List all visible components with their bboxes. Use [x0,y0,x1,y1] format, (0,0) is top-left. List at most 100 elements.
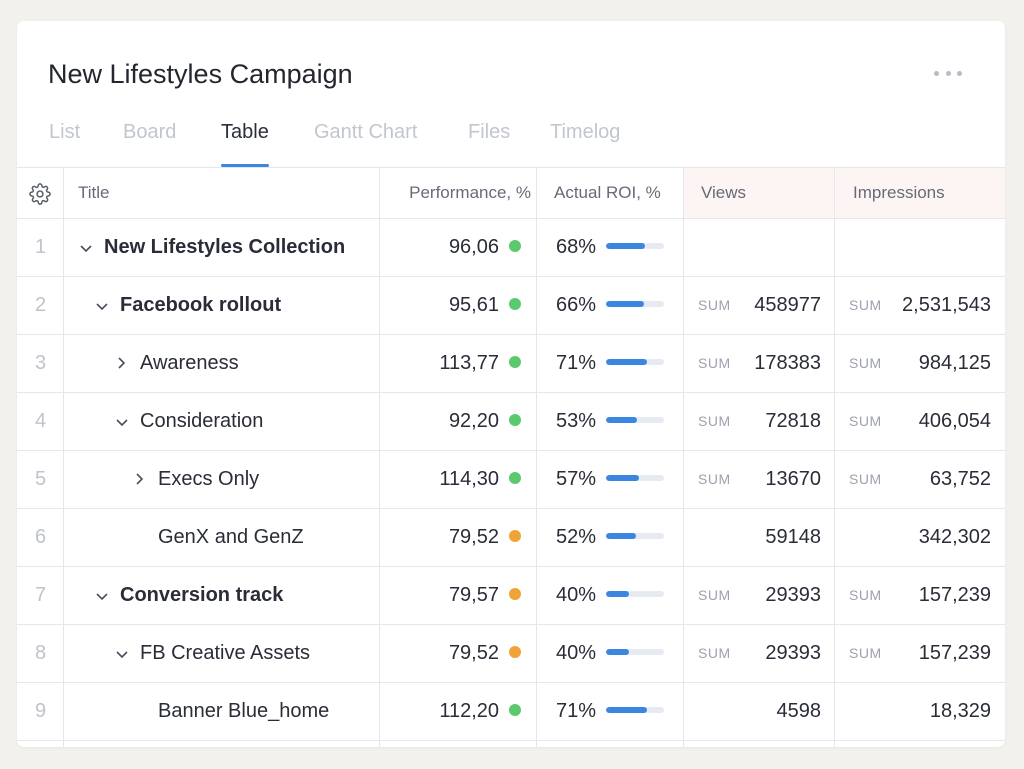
gear-icon[interactable] [29,183,51,205]
performance-value: 113,77 [439,352,499,374]
performance-cell[interactable]: 79,52 [380,509,537,567]
roi-cell[interactable]: 53% [537,393,684,451]
views-value: 29393 [765,642,821,664]
chevron-right-icon[interactable] [132,453,148,509]
row-title: GenX and GenZ [158,526,304,548]
sum-label: SUM [698,297,731,313]
roi-progress-fill [606,359,648,365]
views-cell[interactable]: 4598 [684,683,835,741]
roi-progress-fill [606,649,630,655]
impressions-cell[interactable]: SUM 157,239 [835,625,1005,683]
row-title-cell[interactable]: GenX and GenZ [64,509,380,567]
header-performance[interactable]: Performance, % [380,167,537,219]
impressions-value: 342,302 [918,526,991,548]
header-impressions[interactable]: Impressions [835,167,1005,219]
sum-label: SUM [698,413,731,429]
roi-cell[interactable]: 57% [537,451,684,509]
more-options-icon[interactable] [934,67,962,79]
row-number: 4 [17,393,64,451]
tab-list[interactable]: List [49,121,81,143]
column-divider [379,167,380,747]
impressions-cell[interactable]: SUM 406,054 [835,393,1005,451]
row-number: 3 [17,335,64,393]
roi-value: 57% [556,468,597,490]
chevron-down-icon[interactable] [114,395,130,451]
views-cell[interactable]: SUM 13670 [684,451,835,509]
performance-cell[interactable]: 112,20 [380,683,537,741]
views-cell[interactable]: SUM 458977 [684,277,835,335]
performance-cell[interactable]: 92,20 [380,393,537,451]
views-cell[interactable]: SUM 29393 [684,625,835,683]
row-title: FB Creative Assets [140,642,311,664]
chevron-right-icon[interactable] [114,337,130,393]
status-dot [509,588,521,600]
row-title: Facebook rollout [120,294,282,316]
tab-gantt-chart[interactable]: Gantt Chart [314,121,418,143]
roi-cell[interactable]: 71% [537,683,684,741]
header-title[interactable]: Title [64,167,380,219]
performance-cell[interactable]: 95,61 [380,277,537,335]
roi-value: 53% [556,410,597,432]
row-title-cell[interactable]: Consideration [64,393,380,451]
roi-value: 71% [556,352,597,374]
performance-cell[interactable]: 114,30 [380,451,537,509]
roi-cell[interactable]: 52% [537,509,684,567]
page-title: New Lifestyles Campaign [48,59,353,89]
row-title-cell[interactable]: Facebook rollout [64,277,380,335]
row-title-cell[interactable]: Execs Only [64,451,380,509]
performance-value: 114,30 [439,468,499,490]
roi-cell[interactable]: 66% [537,277,684,335]
roi-cell[interactable]: 40% [537,625,684,683]
roi-progress-fill [606,243,646,249]
tab-timelog[interactable]: Timelog [550,121,621,143]
impressions-cell[interactable]: SUM 2,531,543 [835,277,1005,335]
tab-table[interactable]: Table [221,117,269,167]
roi-progress-bar [606,243,665,249]
performance-cell[interactable]: 96,06 [380,219,537,277]
impressions-cell[interactable]: SUM 984,125 [835,335,1005,393]
impressions-value: 157,239 [918,584,991,606]
row-number: 8 [17,625,64,683]
roi-progress-bar [606,475,665,481]
row-title-cell[interactable]: Conversion track [64,567,380,625]
status-dot [509,472,521,484]
roi-progress-bar [606,533,665,539]
chevron-down-icon[interactable] [114,627,130,683]
row-title-cell[interactable]: New Lifestyles Collection [64,219,380,277]
views-cell[interactable]: SUM 178383 [684,335,835,393]
views-cell[interactable]: SUM 72818 [684,393,835,451]
views-value: 72818 [765,410,821,432]
row-title-cell[interactable]: Banner Blue_home [64,683,380,741]
views-cell[interactable]: 59148 [684,509,835,567]
roi-progress-bar [606,707,665,713]
roi-progress-bar [606,301,665,307]
header-roi[interactable]: Actual ROI, % [537,167,684,219]
impressions-cell[interactable] [835,219,1005,277]
performance-cell[interactable]: 113,77 [380,335,537,393]
views-cell[interactable]: SUM 29393 [684,567,835,625]
roi-cell[interactable]: 71% [537,335,684,393]
views-cell[interactable] [684,219,835,277]
roi-cell[interactable]: 40% [537,567,684,625]
performance-cell[interactable]: 79,52 [380,625,537,683]
performance-cell[interactable]: 79,57 [380,567,537,625]
status-dot [509,414,521,426]
column-divider [834,167,835,747]
chevron-down-icon[interactable] [94,569,110,625]
views-value: 13670 [765,468,821,490]
chevron-down-icon[interactable] [94,279,110,335]
impressions-cell[interactable]: SUM 63,752 [835,451,1005,509]
row-title-cell[interactable]: FB Creative Assets [64,625,380,683]
impressions-cell[interactable]: SUM 157,239 [835,567,1005,625]
tab-files[interactable]: Files [468,121,511,143]
row-number: 9 [17,683,64,741]
row-title-cell[interactable]: Awareness [64,335,380,393]
column-divider [683,167,684,747]
chevron-down-icon[interactable] [78,221,94,277]
tab-board[interactable]: Board [123,121,177,143]
impressions-cell[interactable]: 18,329 [835,683,1005,741]
roi-progress-bar [606,649,665,655]
roi-cell[interactable]: 68% [537,219,684,277]
impressions-cell[interactable]: 342,302 [835,509,1005,567]
header-views[interactable]: Views [684,167,835,219]
